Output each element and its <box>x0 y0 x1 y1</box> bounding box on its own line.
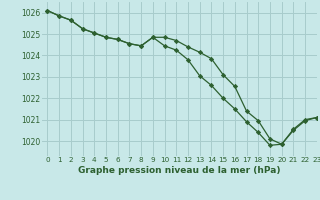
X-axis label: Graphe pression niveau de la mer (hPa): Graphe pression niveau de la mer (hPa) <box>78 166 280 175</box>
